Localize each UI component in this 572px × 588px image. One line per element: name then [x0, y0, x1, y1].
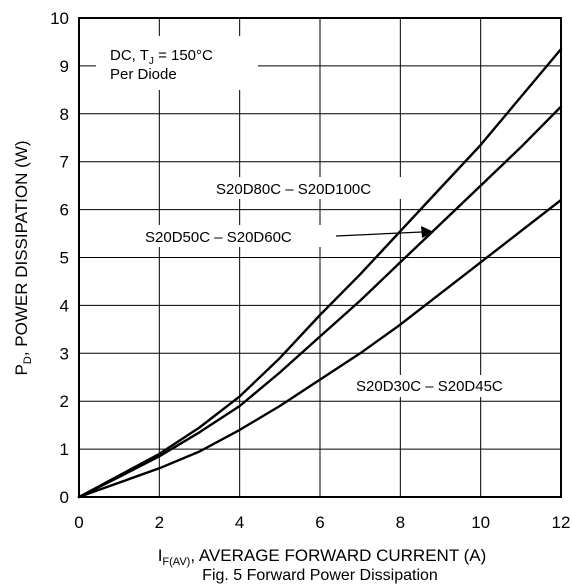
y-tick-label: 0	[60, 488, 69, 507]
series-line-2	[77, 198, 563, 499]
series-label-top: S20D80C – S20D100C	[216, 181, 371, 198]
figure-caption: Fig. 5 Forward Power Dissipation	[202, 567, 438, 584]
x-axis-title: IF(AV), AVERAGE FORWARD CURRENT (A)	[158, 546, 487, 568]
x-tick-label: 6	[315, 513, 324, 532]
series-label-middle: S20D50C – S20D60C	[145, 229, 292, 246]
y-tick-label: 10	[50, 9, 69, 28]
x-tick-label: 8	[396, 513, 405, 532]
series-label-bottom: S20D30C – S20D45C	[356, 378, 503, 395]
y-tick-label: 5	[60, 249, 69, 268]
series-line-0	[77, 47, 563, 499]
x-tick-label: 4	[235, 513, 244, 532]
x-tick-label: 12	[552, 513, 571, 532]
y-tick-label: 8	[60, 105, 69, 124]
y-tick-label: 7	[60, 153, 69, 172]
y-tick-label: 6	[60, 201, 69, 220]
grid-lines	[79, 18, 561, 497]
conditions-box	[96, 36, 258, 90]
condition-line-2: Per Diode	[110, 66, 177, 83]
y-axis-title: PD, POWER DISSIPATION (W)	[12, 141, 34, 376]
label-bg-middle	[140, 225, 336, 247]
series-lines	[77, 47, 563, 499]
y-tick-label: 9	[60, 57, 69, 76]
series-line-1	[77, 105, 563, 499]
condition-line-1: DC, TJ = 150°C	[110, 47, 213, 67]
label-arrow-line	[335, 231, 423, 237]
x-tick-label: 2	[155, 513, 164, 532]
y-tick-label: 3	[60, 344, 69, 363]
y-tick-label: 1	[60, 440, 69, 459]
x-tick-label: 10	[471, 513, 490, 532]
label-bg-bottom	[348, 375, 546, 397]
y-tick-label: 2	[60, 392, 69, 411]
y-tick-label: 4	[60, 296, 69, 315]
label-arrow-head	[421, 226, 434, 238]
label-bg-top	[211, 177, 417, 199]
x-tick-label: 0	[74, 513, 83, 532]
